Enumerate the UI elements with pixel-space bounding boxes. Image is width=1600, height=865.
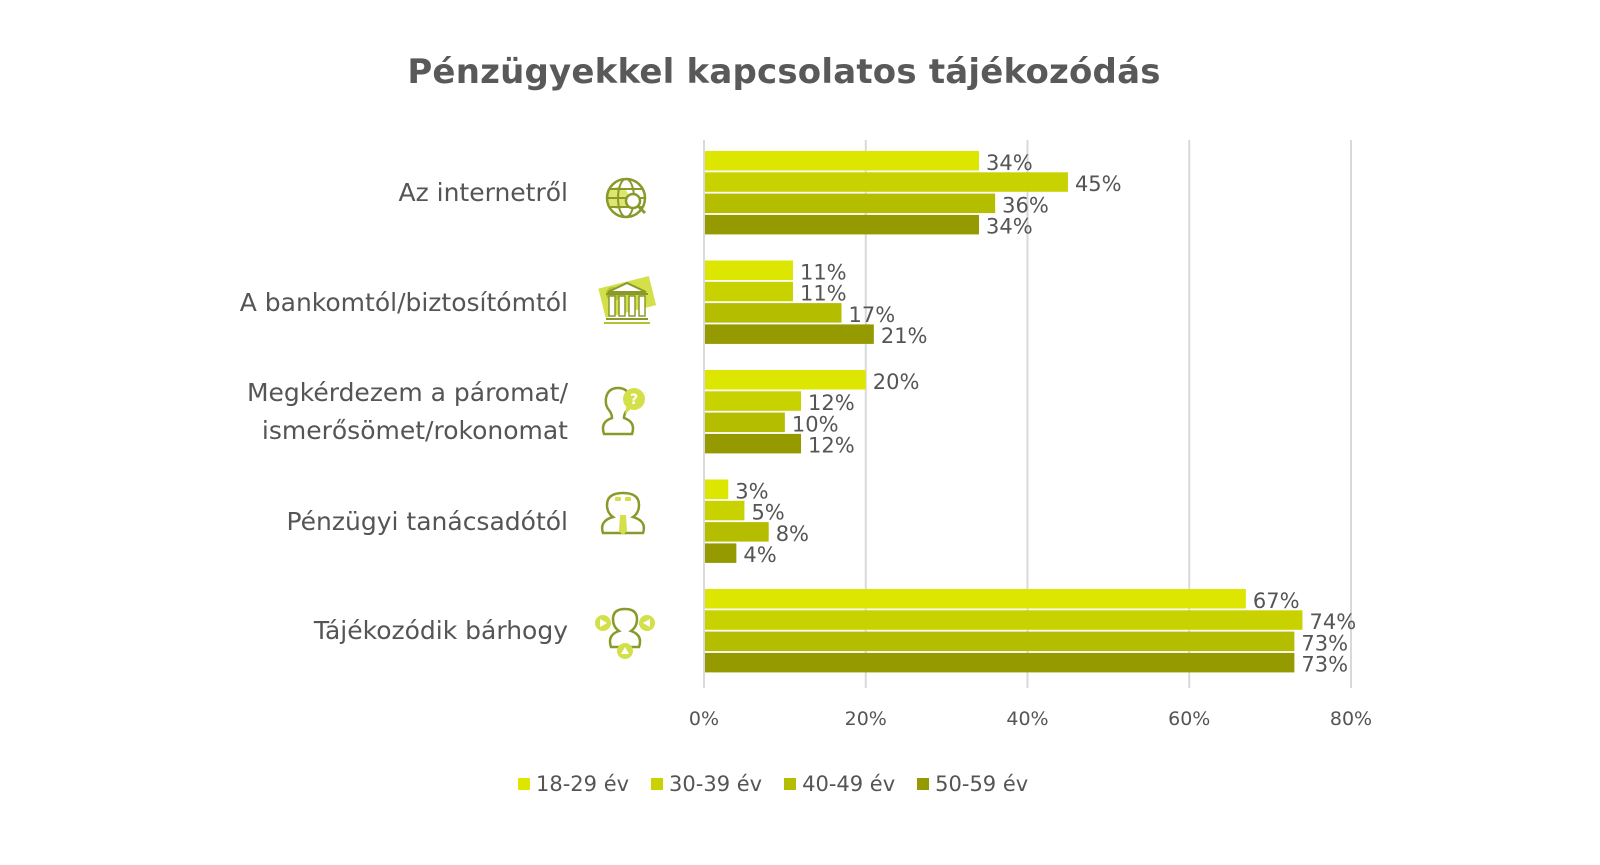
bar xyxy=(705,589,1246,609)
data-label: 12% xyxy=(808,434,855,458)
legend-swatch xyxy=(651,778,664,790)
bar xyxy=(705,260,793,280)
bar xyxy=(705,193,996,214)
bank-icon xyxy=(598,276,657,324)
category-label-line: ismerősömet/rokonomat xyxy=(261,416,568,445)
legend-label: 18-29 év xyxy=(536,772,630,796)
category-label-line: Pénzügyi tanácsadótól xyxy=(286,506,568,536)
bar xyxy=(705,324,874,344)
category-label-line: Megkérdezem a páromat/ xyxy=(246,378,568,407)
bar xyxy=(705,370,866,390)
category-icons: ? xyxy=(595,177,657,659)
bars xyxy=(705,151,1303,673)
bar xyxy=(705,433,802,454)
bar xyxy=(705,412,785,433)
bar xyxy=(705,543,737,563)
x-tick-label: 20% xyxy=(845,708,887,730)
x-tick-label: 80% xyxy=(1330,708,1372,730)
x-axis-ticks: 0% 20% 40% 60% 80% xyxy=(689,708,1372,730)
bar xyxy=(705,479,729,499)
legend: 18-29 év 30-39 év 40-49 év 50-59 év xyxy=(518,772,1028,796)
legend-item: 18-29 év xyxy=(518,772,629,796)
bar xyxy=(705,172,1068,192)
advisor-icon xyxy=(600,491,646,535)
category-label-line: A bankomtól/biztosítómtól xyxy=(239,287,568,317)
x-tick-label: 40% xyxy=(1006,708,1048,730)
bar xyxy=(705,500,745,521)
data-label: 20% xyxy=(873,370,920,394)
data-label: 73% xyxy=(1301,631,1348,655)
legend-swatch xyxy=(518,778,530,790)
category-label-line: Az internetről xyxy=(398,178,568,207)
legend-label: 30-39 év xyxy=(669,772,763,796)
person-question-icon: ? xyxy=(601,386,645,436)
legend-swatch xyxy=(917,778,930,790)
data-labels: 34%45%36%34%11%11%17%21%20%12%10%12%3%5%… xyxy=(735,151,1356,677)
bar xyxy=(705,303,842,323)
data-label: 8% xyxy=(776,522,809,546)
data-label: 34% xyxy=(986,215,1033,239)
data-label: 45% xyxy=(1075,172,1122,196)
legend-item: 50-59 év xyxy=(917,772,1028,796)
data-label: 11% xyxy=(800,282,847,306)
chart-title: Pénzügyekkel kapcsolatos tájékozódás xyxy=(407,52,1161,92)
legend-swatch xyxy=(784,778,797,790)
bar xyxy=(705,151,979,171)
data-label: 36% xyxy=(1002,193,1049,217)
category-label: A bankomtól/biztosítómtól xyxy=(240,284,568,322)
bar xyxy=(705,631,1295,652)
category-label: Az internetről xyxy=(398,174,568,212)
legend-label: 40-49 év xyxy=(802,772,896,796)
x-tick-label: 60% xyxy=(1168,708,1210,730)
data-label: 12% xyxy=(808,391,855,415)
svg-text:?: ? xyxy=(630,392,638,408)
bar xyxy=(705,391,802,411)
data-label: 11% xyxy=(800,260,847,284)
data-label: 34% xyxy=(986,151,1033,175)
legend-item: 40-49 év xyxy=(784,772,895,796)
legend-label: 50-59 év xyxy=(935,772,1029,796)
bar xyxy=(705,281,793,302)
data-label: 5% xyxy=(751,501,784,525)
globe-search-icon xyxy=(605,177,647,219)
data-label: 73% xyxy=(1301,653,1348,677)
bar xyxy=(705,214,979,235)
data-label: 74% xyxy=(1309,610,1356,634)
category-label: Pénzügyi tanácsadótól xyxy=(286,503,568,541)
data-label: 10% xyxy=(792,412,839,436)
data-label: 4% xyxy=(743,543,776,567)
person-arrows-icon xyxy=(595,607,655,659)
data-label: 67% xyxy=(1253,589,1300,613)
bar xyxy=(705,610,1303,630)
data-label: 3% xyxy=(735,479,768,503)
data-label: 17% xyxy=(848,303,895,327)
bar xyxy=(705,522,769,542)
data-label: 21% xyxy=(881,324,928,348)
bar xyxy=(705,652,1295,673)
category-label-line: Tájékozódik bárhogy xyxy=(313,616,568,645)
x-tick-label: 0% xyxy=(689,708,719,730)
category-label: Megkérdezem a páromat/ismerősömet/rokono… xyxy=(247,374,568,450)
category-label: Tájékozódik bárhogy xyxy=(314,612,568,650)
legend-item: 30-39 év xyxy=(651,772,762,796)
